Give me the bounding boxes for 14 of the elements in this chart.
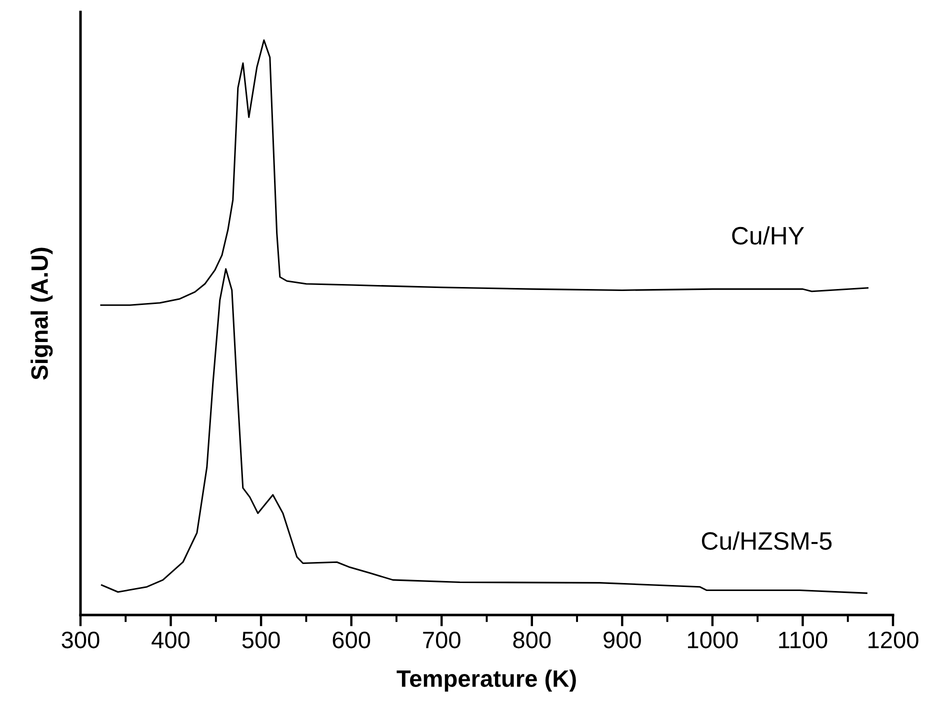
x-tick-label: 1200 — [868, 632, 918, 648]
x-tick-label: 500 — [242, 632, 280, 648]
x-tick-label: 1000 — [688, 632, 738, 648]
x-tick-label: 900 — [604, 632, 641, 648]
x-tick-label: 400 — [152, 632, 190, 648]
series-label: Cu/HY — [732, 226, 804, 245]
x-tick-label: 600 — [332, 632, 370, 648]
x-tick-label: 300 — [62, 632, 100, 648]
x-tick-label: 700 — [423, 632, 460, 648]
y-axis-title: Signal (A.U) — [30, 248, 53, 380]
x-tick-label: 800 — [513, 632, 551, 648]
x-axis-title: Temperature (K) — [396, 670, 576, 692]
series-label: Cu/HZSM-5 — [702, 532, 832, 550]
x-tick-label: 1100 — [779, 632, 828, 648]
